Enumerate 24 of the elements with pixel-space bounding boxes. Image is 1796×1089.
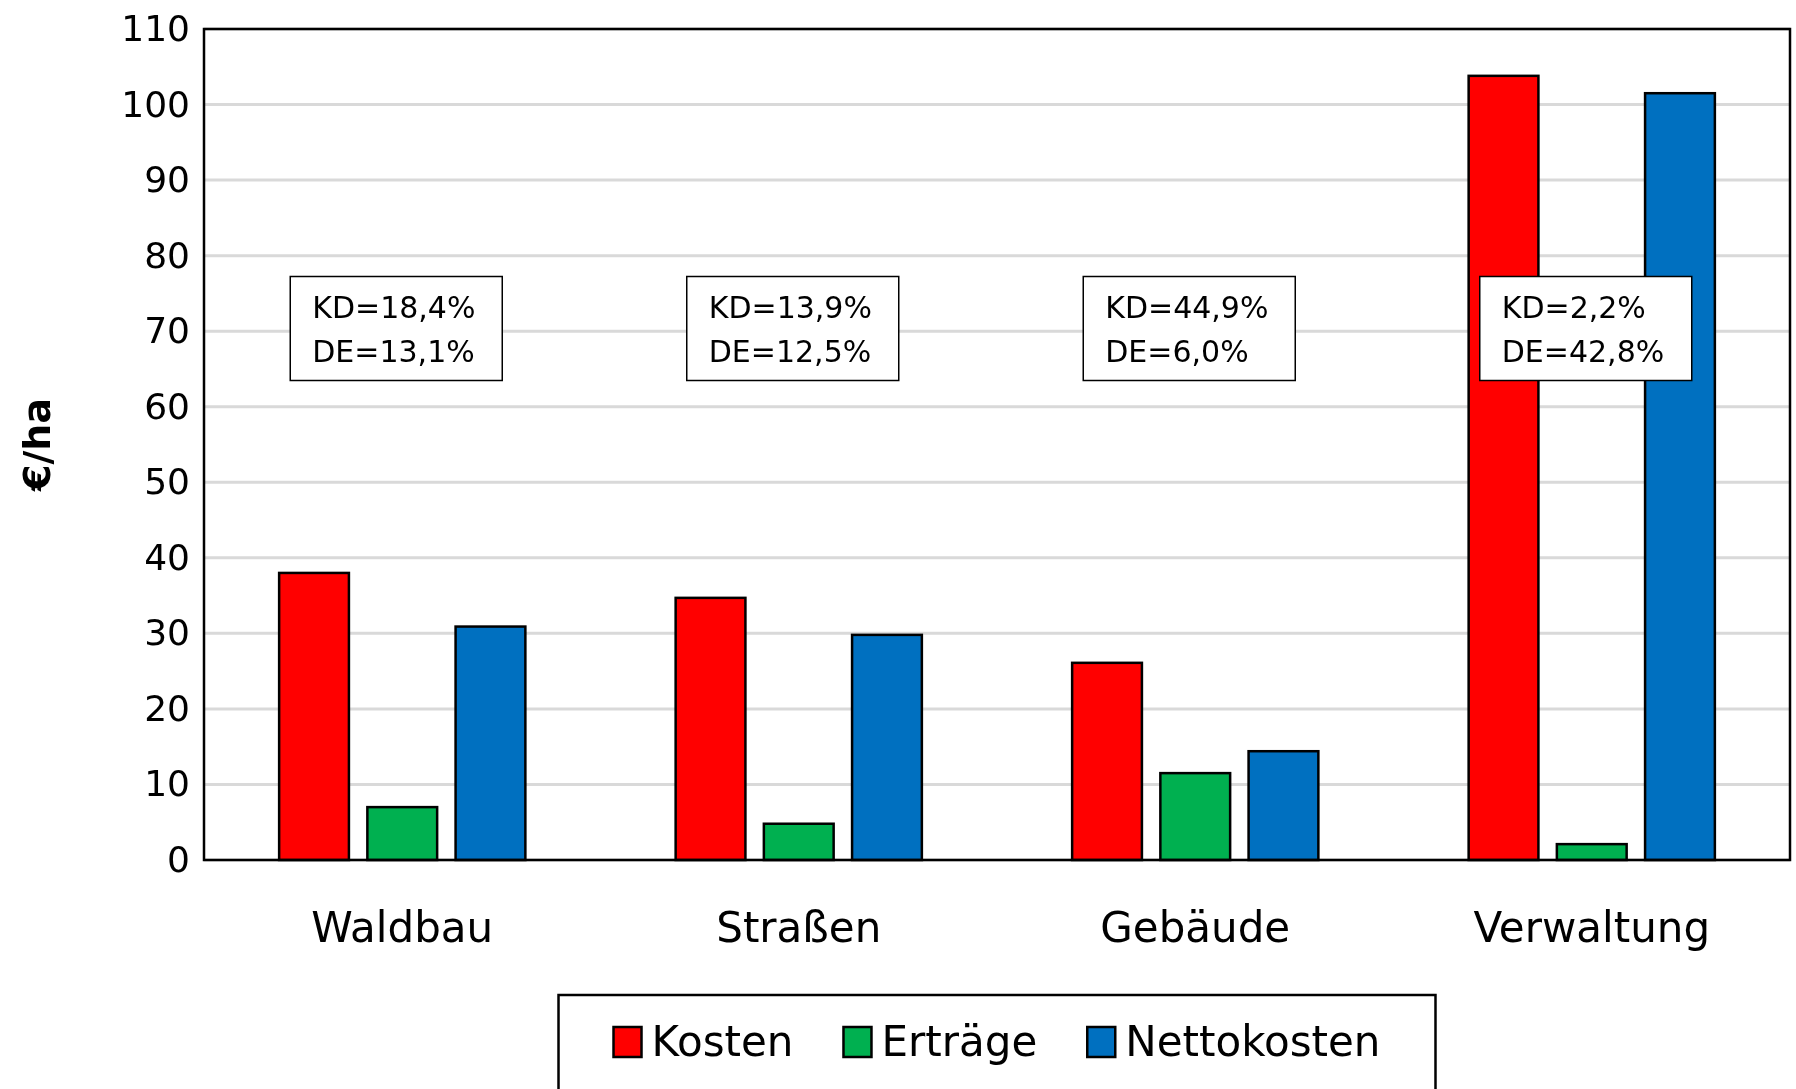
- y-tick-label: 60: [144, 385, 190, 427]
- annotation: KD=13,9% DE=12,5%: [708, 289, 872, 369]
- x-tick-label: Verwaltung: [1473, 903, 1711, 952]
- y-tick-label: 40: [144, 536, 190, 578]
- annotation: KD=18,4% DE=13,1%: [312, 289, 476, 369]
- y-tick-label: 80: [144, 234, 190, 276]
- y-tick-label: 110: [121, 8, 190, 50]
- y-tick-label: 30: [144, 612, 190, 654]
- legend-label: Erträge: [881, 1017, 1038, 1066]
- legend-label: Kosten: [651, 1017, 794, 1066]
- y-tick-label: 90: [144, 159, 190, 201]
- legend-label: Nettokosten: [1125, 1017, 1381, 1066]
- y-tick-label: 100: [121, 83, 190, 125]
- y-tick-label: 10: [144, 763, 190, 805]
- y-axis-title: €/ha: [15, 397, 59, 493]
- y-tick-label: 0: [167, 839, 190, 881]
- y-tick-label: 20: [144, 687, 190, 729]
- x-tick-label: Straßen: [716, 903, 882, 952]
- x-tick-label: Waldbau: [311, 903, 494, 952]
- x-tick-label: Gebäude: [1100, 903, 1291, 952]
- annotation: KD=44,9% DE=6,0%: [1105, 289, 1269, 369]
- annotation: KD=2,2% DE=42,8%: [1501, 289, 1665, 369]
- y-tick-label: 50: [144, 461, 190, 503]
- y-tick-label: 70: [144, 310, 190, 352]
